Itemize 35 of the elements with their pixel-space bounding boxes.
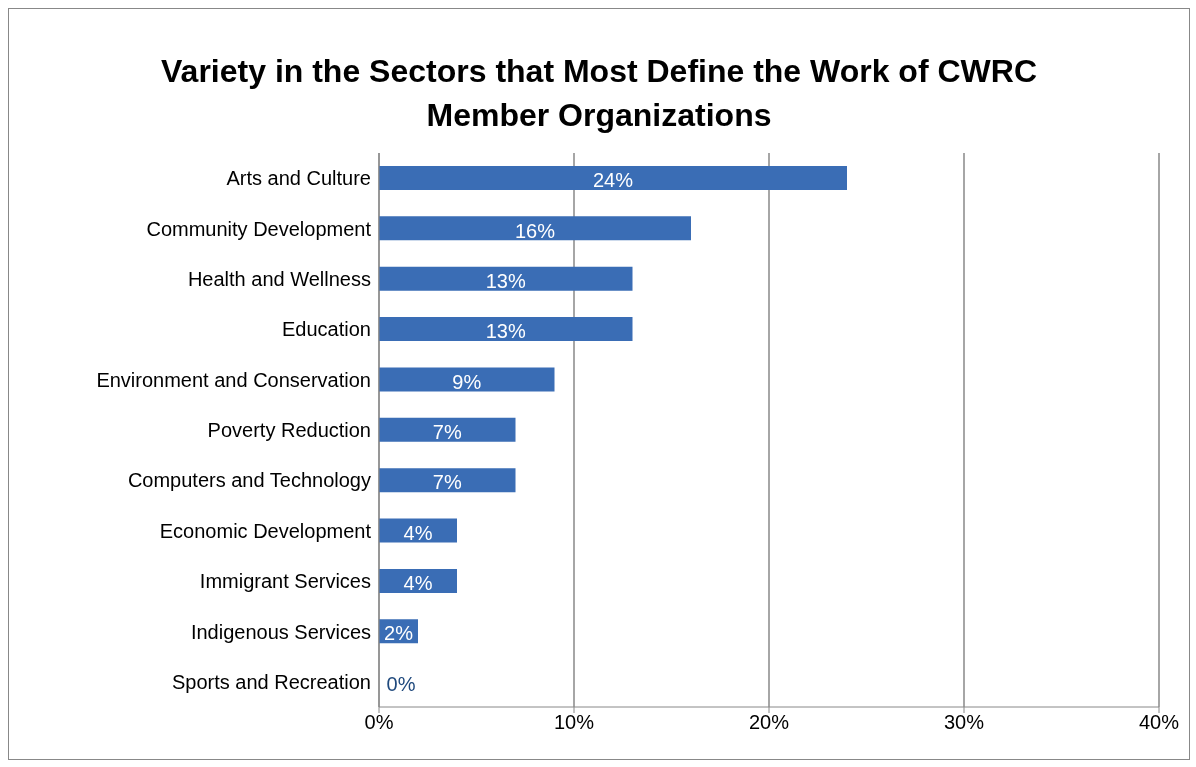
data-label: 9% (452, 370, 482, 393)
y-tick-label: Health and Wellness (187, 268, 371, 291)
y-tick-label: Indigenous Services (190, 620, 371, 643)
data-label: 7% (432, 471, 462, 494)
y-tick-label: Poverty Reduction (207, 419, 371, 442)
x-tick-label: 0% (364, 711, 394, 734)
bar (379, 417, 516, 442)
y-tick-label: Arts and Culture (226, 167, 371, 190)
bar (379, 166, 847, 190)
data-label: 16% (514, 219, 556, 242)
y-tick-label: Environment and Conservation (96, 368, 371, 391)
bar (379, 468, 516, 493)
x-tick-label: 40% (1138, 711, 1180, 734)
y-tick-label: Community Development (146, 217, 372, 240)
data-label: 7% (432, 421, 462, 443)
data-label: 24% (592, 169, 634, 192)
data-label: 13% (485, 269, 526, 292)
x-tick-label: 10% (553, 711, 595, 734)
data-label: 4% (403, 572, 433, 595)
y-tick-label: Economic Development (159, 519, 372, 542)
bar (379, 216, 691, 241)
data-label: 13% (485, 320, 526, 343)
chart-title: Variety in the Sectors that Most Define the Work of CWRC Member Organizations (160, 52, 1038, 135)
data-label: 0% (386, 672, 416, 695)
data-label: 2% (384, 622, 414, 645)
x-tick-label: 30% (943, 711, 985, 734)
y-tick-label: Computers and Technology (127, 469, 371, 492)
data-label: 4% (403, 521, 433, 544)
y-tick-label: Immigrant Services (199, 570, 371, 593)
y-tick-label: Education (282, 318, 371, 341)
bar (379, 317, 633, 342)
x-tick-label: 20% (748, 711, 790, 734)
y-tick-label: Sports and Recreation (171, 670, 371, 693)
bar (379, 367, 555, 392)
bar (379, 266, 633, 291)
